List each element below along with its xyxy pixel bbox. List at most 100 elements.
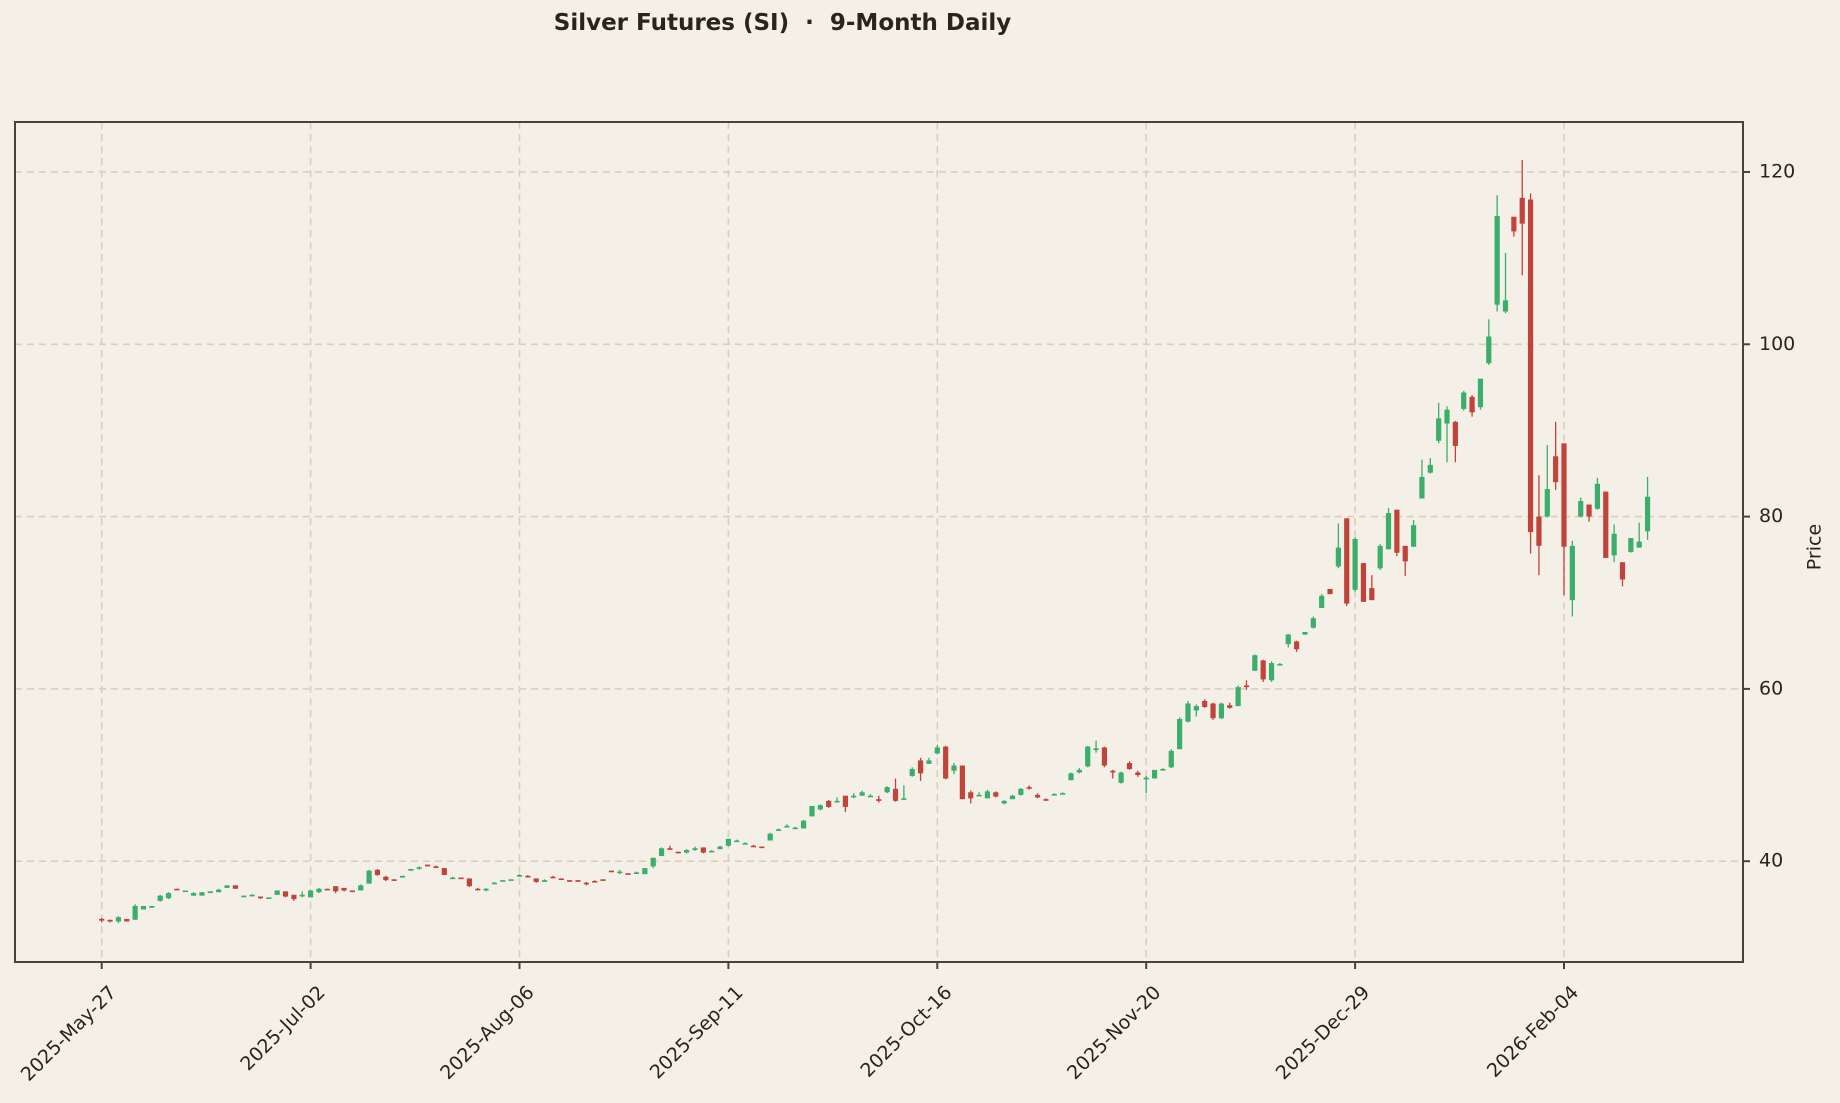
candle-body [1419,476,1425,499]
candle-body [140,906,147,910]
x-tick-label: 2025-Jul-02 [236,982,330,1076]
candle-body [132,906,138,920]
candle-body [775,829,782,831]
candle-body [349,890,355,893]
candle-body [951,765,957,771]
candle-body [809,806,815,817]
x-tick-label: 2025-Dec-29 [1272,982,1375,1085]
candle-body [299,894,305,897]
candle-body [191,893,197,896]
candle-body [1519,197,1525,224]
candle-body [859,792,865,796]
y-tick-label: 120 [1759,160,1795,182]
x-axis-ticks: 2025-May-27 2025-Jul-02 2025-Aug-06 2025-Se… [17,962,1583,1086]
candle-body [458,877,464,880]
candle-body [1611,533,1617,556]
candle-body [709,850,715,853]
candle-body [1001,800,1007,804]
candle-body [308,890,314,898]
candle-body [1369,588,1375,601]
candle-body [976,794,982,797]
candle-body [441,868,447,875]
candle-body [149,906,155,908]
candle-body [851,795,857,798]
candle-body [675,851,681,854]
candle-body [483,888,489,891]
candle-body [1319,595,1325,608]
candle-body [525,875,531,878]
candle-body [1502,300,1509,312]
candle-body [224,885,230,888]
candle-body [1553,456,1559,483]
candle-body [750,845,757,848]
candle-body [450,877,456,880]
candle-body [1352,538,1358,590]
candle-body [324,888,330,891]
candle-body [1436,418,1442,441]
candle-body [1578,501,1584,517]
candle-body [1385,513,1392,550]
candle-body [884,787,890,793]
candle-body [366,870,372,884]
candle-body [1410,525,1417,547]
candle-body [424,864,431,867]
y-axis-label: Price [1804,524,1826,570]
candle-body [124,918,130,922]
candle-body [1177,719,1183,750]
candle-body [1569,545,1575,601]
candle-body [608,870,615,873]
candle-body [700,847,706,853]
candle-body [1268,663,1275,681]
candle-body [984,791,991,799]
candle-body [1594,483,1601,509]
candle-body [107,919,113,922]
candle-body [1034,794,1041,798]
candle-body [1360,563,1367,602]
candle-body [826,800,832,807]
candle-body [1135,772,1141,776]
candle-body [1494,215,1500,305]
candle-body [374,869,381,875]
candle-body [316,888,322,893]
candle-body [99,918,105,921]
candle-body [1118,772,1124,783]
candle-body [408,868,414,871]
candle-body [216,889,222,893]
candle-body [583,882,589,885]
x-tick-label: 2025-Oct-16 [856,982,956,1082]
candle-body [516,874,523,877]
candle-body [658,848,665,857]
candle-body [1536,516,1542,546]
candle-body [1486,336,1492,364]
candle-body [508,879,514,881]
candle-body [341,887,347,891]
candle-body [433,866,439,868]
candle-body [934,747,940,754]
candle-body [391,879,397,881]
candle-body [1210,703,1216,719]
candle-body [1277,663,1283,666]
candle-body [842,795,848,807]
candle-body [1227,705,1233,708]
grid-lines [15,122,1743,962]
candle-body [1327,588,1333,595]
y-tick-label: 40 [1759,850,1783,872]
y-tick-label: 60 [1759,677,1783,699]
candle-body [491,882,498,885]
candle-body [667,848,673,850]
candle-body [1461,392,1467,409]
candle-body [650,857,656,867]
candle-body [642,868,648,875]
candle-body [1511,216,1517,232]
candle-body [1110,770,1116,773]
candle-body [1051,794,1057,796]
candle-body [274,890,280,895]
candle-body [725,838,731,846]
candle-body [943,746,949,779]
candle-body [1218,703,1225,719]
candle-body [416,867,422,869]
x-tick-label: 2025-Nov-20 [1063,982,1165,1084]
candle-body [592,881,598,883]
x-tick-label: 2025-May-27 [17,982,121,1086]
